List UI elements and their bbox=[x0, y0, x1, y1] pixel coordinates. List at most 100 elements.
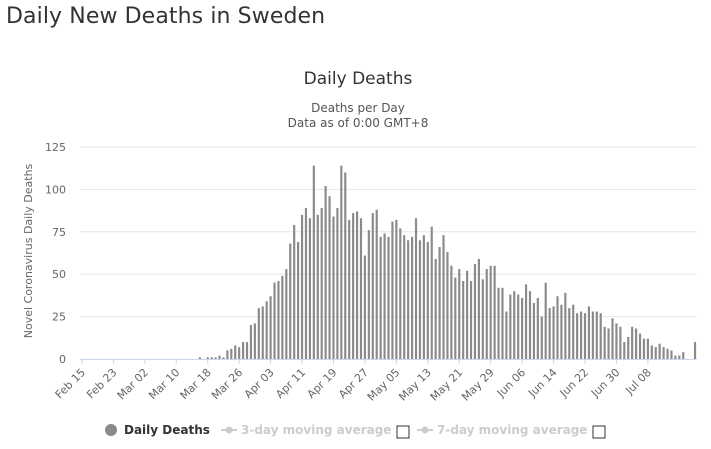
bar[interactable] bbox=[300, 214, 304, 359]
bar[interactable] bbox=[198, 357, 201, 359]
bar[interactable] bbox=[528, 291, 532, 359]
bar[interactable] bbox=[249, 325, 253, 359]
bar[interactable] bbox=[438, 247, 441, 359]
bar[interactable] bbox=[340, 165, 343, 359]
bar[interactable] bbox=[273, 282, 276, 359]
bar[interactable] bbox=[458, 269, 461, 359]
bar[interactable] bbox=[242, 342, 245, 359]
bar[interactable] bbox=[289, 243, 292, 359]
bar[interactable] bbox=[450, 265, 453, 359]
bar[interactable] bbox=[403, 235, 406, 359]
bar[interactable] bbox=[650, 345, 653, 359]
bar[interactable] bbox=[411, 236, 414, 359]
bar[interactable] bbox=[320, 208, 323, 359]
bar[interactable] bbox=[627, 336, 630, 359]
bar[interactable] bbox=[363, 255, 366, 359]
legend-checkbox[interactable] bbox=[396, 425, 410, 439]
bar[interactable] bbox=[513, 291, 516, 359]
bar[interactable] bbox=[670, 350, 673, 359]
legend-checkbox[interactable] bbox=[592, 425, 606, 439]
bar[interactable] bbox=[281, 275, 284, 359]
bar[interactable] bbox=[607, 328, 610, 359]
bar[interactable] bbox=[619, 326, 622, 359]
bar[interactable] bbox=[674, 355, 677, 359]
bar[interactable] bbox=[572, 304, 575, 359]
bar[interactable] bbox=[595, 311, 598, 359]
bar[interactable] bbox=[293, 225, 296, 359]
bar[interactable] bbox=[348, 219, 351, 359]
bar[interactable] bbox=[693, 342, 697, 359]
bar[interactable] bbox=[469, 280, 473, 359]
bar[interactable] bbox=[304, 208, 308, 359]
bar[interactable] bbox=[623, 342, 626, 359]
bar[interactable] bbox=[344, 172, 347, 359]
bar[interactable] bbox=[230, 348, 233, 359]
bar[interactable] bbox=[328, 196, 331, 359]
bar[interactable] bbox=[379, 236, 382, 359]
bar[interactable] bbox=[308, 218, 311, 359]
bar[interactable] bbox=[587, 306, 591, 359]
bar[interactable] bbox=[591, 311, 594, 359]
bar[interactable] bbox=[583, 313, 587, 359]
bar[interactable] bbox=[603, 326, 606, 359]
bar[interactable] bbox=[564, 292, 567, 359]
bar[interactable] bbox=[576, 313, 579, 359]
bar[interactable] bbox=[297, 241, 300, 359]
bar[interactable] bbox=[418, 240, 422, 359]
bar[interactable] bbox=[682, 352, 685, 359]
bar[interactable] bbox=[678, 355, 681, 359]
legend-item-daily-deaths[interactable]: Daily Deaths bbox=[105, 423, 210, 437]
bar[interactable] bbox=[556, 296, 559, 359]
bar[interactable] bbox=[654, 347, 657, 359]
bar[interactable] bbox=[638, 333, 642, 359]
bar[interactable] bbox=[466, 270, 469, 359]
bar[interactable] bbox=[269, 296, 272, 359]
bar[interactable] bbox=[352, 213, 355, 359]
bar[interactable] bbox=[473, 264, 477, 359]
bar[interactable] bbox=[521, 297, 524, 359]
bar[interactable] bbox=[218, 355, 221, 359]
bar[interactable] bbox=[222, 357, 225, 359]
bar[interactable] bbox=[355, 211, 359, 359]
bar[interactable] bbox=[442, 235, 445, 359]
bar[interactable] bbox=[454, 277, 457, 359]
bar[interactable] bbox=[367, 230, 370, 359]
bar[interactable] bbox=[446, 252, 449, 359]
bar[interactable] bbox=[245, 342, 249, 359]
bar[interactable] bbox=[391, 221, 394, 359]
bar[interactable] bbox=[635, 328, 638, 359]
bar[interactable] bbox=[359, 218, 363, 359]
bar[interactable] bbox=[509, 294, 512, 359]
legend-item-3day-average[interactable]: 3-day moving average bbox=[221, 423, 410, 439]
bar[interactable] bbox=[375, 209, 378, 359]
bar[interactable] bbox=[336, 208, 339, 359]
bar[interactable] bbox=[560, 304, 563, 359]
bar[interactable] bbox=[485, 269, 488, 359]
bar[interactable] bbox=[253, 323, 256, 359]
bar[interactable] bbox=[532, 303, 535, 359]
bar[interactable] bbox=[544, 282, 547, 359]
bar[interactable] bbox=[261, 306, 264, 359]
bar[interactable] bbox=[524, 284, 528, 359]
bar[interactable] bbox=[383, 233, 386, 360]
bar[interactable] bbox=[426, 241, 429, 359]
bar[interactable] bbox=[497, 287, 500, 359]
bar[interactable] bbox=[234, 345, 237, 359]
bar[interactable] bbox=[462, 280, 465, 359]
bar[interactable] bbox=[285, 269, 288, 359]
bar[interactable] bbox=[481, 279, 484, 359]
bar[interactable] bbox=[332, 216, 335, 359]
bar[interactable] bbox=[265, 301, 268, 359]
bar[interactable] bbox=[493, 265, 496, 359]
bar[interactable] bbox=[646, 338, 649, 359]
bar[interactable] bbox=[395, 219, 398, 359]
bar[interactable] bbox=[631, 326, 634, 359]
bar[interactable] bbox=[552, 306, 555, 359]
bar[interactable] bbox=[599, 313, 602, 359]
bar[interactable] bbox=[324, 186, 327, 359]
bar[interactable] bbox=[540, 316, 543, 359]
bar[interactable] bbox=[210, 357, 213, 359]
bar[interactable] bbox=[666, 348, 669, 359]
bar[interactable] bbox=[316, 214, 319, 359]
bar[interactable] bbox=[226, 350, 229, 359]
